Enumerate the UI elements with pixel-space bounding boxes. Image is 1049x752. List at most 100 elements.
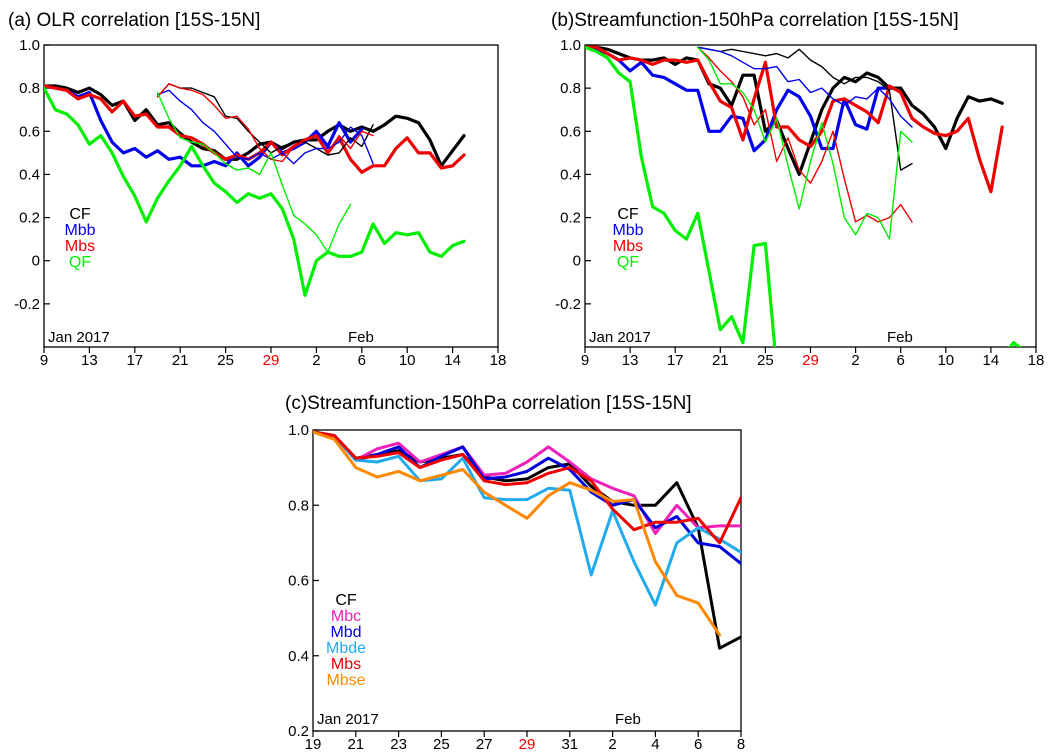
panel-c-ytick-label: 1.0 — [288, 422, 309, 439]
panel-b-series-thin-000000 — [697, 46, 913, 171]
panel-a-ytick-label: 0.8 — [19, 80, 40, 97]
panel-b-legend-cf: CF — [617, 206, 639, 223]
panel-b-legend-mbb: Mbb — [612, 222, 643, 239]
panel-b-series-cf — [585, 45, 1004, 176]
panel-a-xtick-label: 17 — [126, 352, 143, 369]
panel-b-xtick-label: 18 — [1028, 352, 1045, 369]
panel-c-series-mbse — [313, 430, 722, 637]
panel-a-xtick-label: 14 — [444, 352, 461, 369]
panel-a-series-thin-ee0000 — [156, 83, 374, 163]
panel-b-xtick-label: 25 — [757, 352, 774, 369]
panel-b-xtick-label: 17 — [667, 352, 684, 369]
panel-a-feb-label: Feb — [348, 329, 374, 346]
panel-c-xtick-label: 29 — [519, 736, 536, 752]
panel-c-legend-mbd: Mbd — [330, 624, 361, 641]
panel-c-xtick-label: 6 — [694, 736, 702, 752]
panel-a-xtick-label: 13 — [81, 352, 98, 369]
panel-b-ytick-label: 0.4 — [560, 166, 581, 183]
panel-c-streamfunction-experiments: (c)Streamfunction-150hPa correlation [15… — [285, 393, 745, 752]
panel-a-series-thin-00ee00 — [156, 91, 352, 253]
panel-b-month-label: Jan 2017 — [589, 329, 651, 346]
panel-b-feb-label: Feb — [887, 329, 913, 346]
panel-a-legend-cf: CF — [69, 206, 91, 223]
panel-b-frame — [584, 44, 1037, 348]
panel-c-legend-cf: CF — [335, 592, 357, 609]
panel-b-xtick-label: 10 — [937, 352, 954, 369]
panel-a-xtick-label: 21 — [172, 352, 189, 369]
panel-c-xtick-label: 19 — [305, 736, 322, 752]
panel-a-ytick-label: 0 — [32, 253, 40, 270]
panel-a-series-qf — [44, 86, 466, 297]
panel-c-ytick-label: 0.4 — [288, 648, 309, 665]
panel-a-xtick-label: 10 — [399, 352, 416, 369]
panel-c-ytick-label: 0.2 — [288, 723, 309, 740]
panel-a-ytick-label: 0.6 — [19, 123, 40, 140]
panel-b-series-thin-0000ee — [697, 46, 913, 128]
panel-a-xtick-label: 9 — [40, 352, 48, 369]
panel-c-legend-mbse: Mbse — [326, 672, 365, 689]
panel-c-series-cf — [313, 430, 741, 650]
panel-b-xtick-label: 2 — [851, 352, 859, 369]
panel-c-month-label: Jan 2017 — [317, 711, 379, 728]
panel-a-ytick-label: 1.0 — [19, 37, 40, 54]
panel-b-ytick-label: 0.8 — [560, 80, 581, 97]
panel-a-ytick-label: 0.4 — [19, 166, 40, 183]
panel-a-xtick-label: 25 — [217, 352, 234, 369]
panel-a-xtick-label: 6 — [358, 352, 366, 369]
panel-c-title: (c)Streamfunction-150hPa correlation [15… — [285, 393, 692, 414]
panel-a-ytick-label: -0.2 — [14, 296, 40, 313]
panel-b-xtick-label: 9 — [581, 352, 589, 369]
panel-c-legend-mbde: Mbde — [326, 640, 366, 657]
panel-b-streamfunction: (b)Streamfunction-150hPa correlation [15… — [551, 10, 1045, 369]
panel-b-series-mbb — [585, 45, 892, 153]
panel-a-series-cf — [44, 84, 466, 168]
panel-c-ytick-label: 0.6 — [288, 573, 309, 590]
panel-b-xtick-label: 14 — [983, 352, 1000, 369]
panel-b-xtick-label: 6 — [897, 352, 905, 369]
panel-a-xtick-label: 29 — [263, 352, 280, 369]
panel-b-series-thin-00ee00 — [697, 46, 913, 240]
panel-b-series-mbs — [585, 45, 1004, 194]
panel-b-series-thin-ee0000 — [697, 46, 913, 223]
panel-b-ytick-label: 0.6 — [560, 123, 581, 140]
panel-c-xtick-label: 23 — [390, 736, 407, 752]
panel-a-month-label: Jan 2017 — [48, 329, 110, 346]
panel-c-legend-mbc: Mbc — [331, 608, 361, 625]
panel-a-series-thin-000000 — [156, 83, 374, 156]
panel-c-series-mbde — [313, 430, 741, 607]
panel-c-xtick-label: 25 — [433, 736, 450, 752]
panel-a-title: (a) OLR correlation [15S-15N] — [8, 10, 260, 31]
panel-c-xtick-label: 8 — [737, 736, 745, 752]
panel-b-legend-qf: QF — [617, 254, 639, 271]
panel-b-title: (b)Streamfunction-150hPa correlation [15… — [551, 10, 959, 31]
panel-c-frame — [312, 429, 742, 732]
panel-a-marks: -0.2 0 0.2 0.4 0.6 0.8 1.0 9 13 17 21 25 29 2 6 10 14 18 — [14, 37, 506, 369]
panel-b-xtick-label: 13 — [622, 352, 639, 369]
panel-b-ytick-label: -0.2 — [555, 296, 581, 313]
panel-a-xtick-label: 2 — [312, 352, 320, 369]
panel-a-legend-mbs: Mbs — [65, 238, 95, 255]
panel-b-xtick-label: 21 — [712, 352, 729, 369]
panel-c-xtick-label: 2 — [608, 736, 616, 752]
panel-a-ytick-label: 0.2 — [19, 210, 40, 227]
panel-b-legend-mbs: Mbs — [613, 238, 643, 255]
panel-c-xtick-label: 27 — [476, 736, 493, 752]
panel-a-series-thin-0000ee — [156, 89, 374, 165]
panel-c-xtick-label: 4 — [651, 736, 659, 752]
panel-c-ytick-label: 0.8 — [288, 497, 309, 514]
panel-c-series-mbc — [313, 430, 741, 535]
panel-b-ytick-label: 0.2 — [560, 210, 581, 227]
panel-c-marks: 0.2 0.4 0.6 0.8 1.0 19 21 23 25 27 29 31 2 4 6 8 — [288, 422, 745, 752]
panel-c-xtick-label: 31 — [561, 736, 578, 752]
panel-a-olr: (a) OLR correlation [15S-15N] -0.2 0 0.2 0.… — [8, 10, 506, 369]
panel-c-feb-label: Feb — [615, 711, 641, 728]
panel-b-marks: -0.2 0 0.2 0.4 0.6 0.8 1.0 9 13 17 21 25 29 2 6 10 14 18 — [555, 37, 1045, 369]
panel-c-series-mbs — [313, 430, 741, 545]
panel-a-series-mbb — [44, 84, 364, 168]
panel-b-xtick-label: 29 — [802, 352, 819, 369]
panel-c-series-mbd — [313, 430, 741, 566]
